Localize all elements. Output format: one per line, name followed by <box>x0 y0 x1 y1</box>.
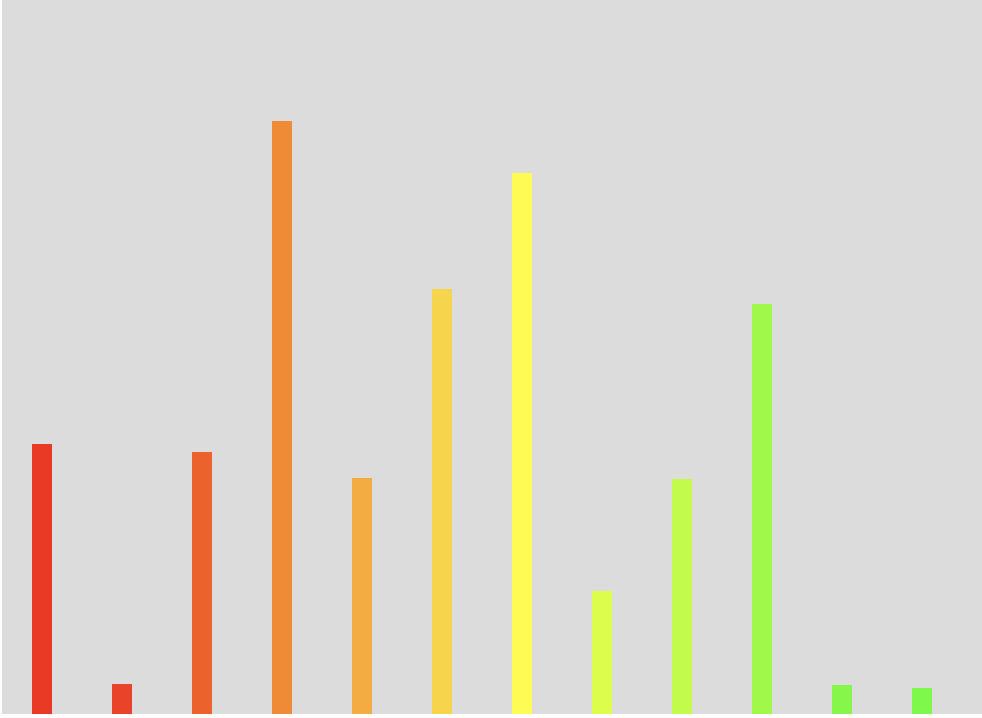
bar-6 <box>432 289 452 714</box>
bar-7 <box>512 173 532 714</box>
bar-1 <box>32 444 52 714</box>
bar-11 <box>832 685 852 714</box>
bar-8 <box>592 591 612 714</box>
bar-10 <box>752 304 772 714</box>
bar-5 <box>352 478 372 714</box>
bar-4 <box>272 121 292 714</box>
bar-9 <box>672 479 692 714</box>
bar-2 <box>112 684 132 714</box>
bar-12 <box>912 688 932 714</box>
bar-3 <box>192 452 212 714</box>
